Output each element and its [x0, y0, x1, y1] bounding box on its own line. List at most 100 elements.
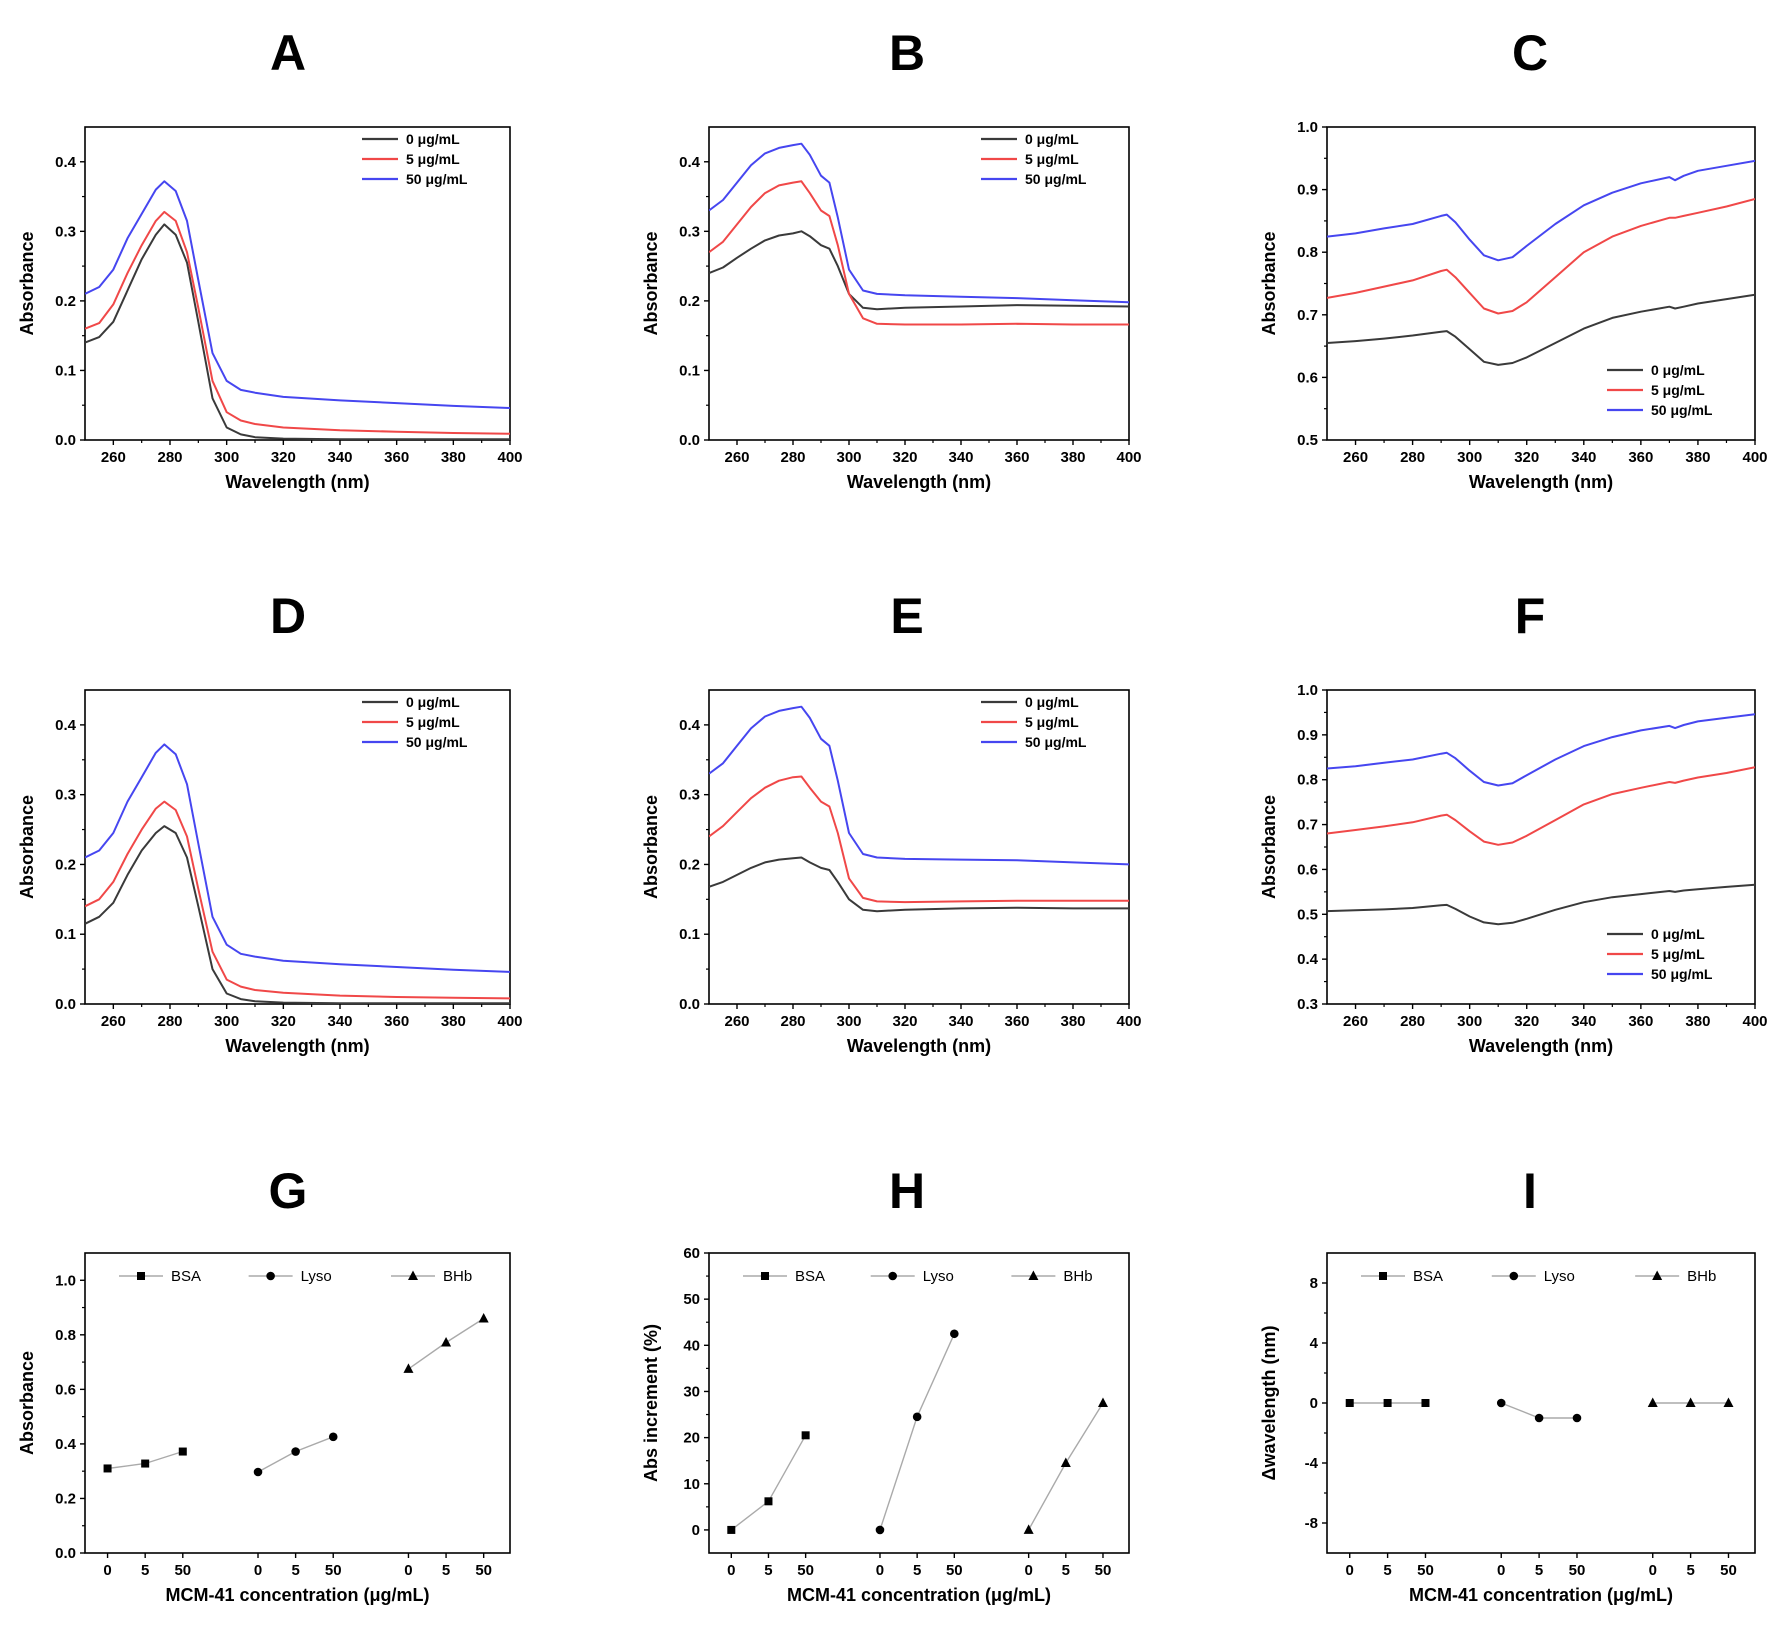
x-tick-label: 340: [948, 1013, 973, 1030]
x-axis-label: MCM-41 concentration (μg/mL): [165, 1585, 429, 1605]
x-tick-label: 360: [1628, 449, 1653, 466]
panel-label: E: [890, 588, 923, 644]
series-line-1: [85, 210, 510, 435]
x-tick-label: 5: [1686, 1562, 1694, 1579]
plot-area: [1327, 713, 1755, 926]
y-tick-label: 0.2: [55, 1490, 76, 1507]
y-axis-label: Absorbance: [1259, 231, 1279, 335]
x-tick-label: 280: [780, 1013, 805, 1030]
legend-entry: Lyso: [1544, 1268, 1575, 1285]
axes-frame: [84, 689, 511, 1005]
series-line-0: [730, 1434, 807, 1531]
y-tick-label: 0.2: [55, 856, 76, 873]
data-point: [328, 1432, 338, 1442]
legend-entry: 50 μg/mL: [1651, 966, 1713, 982]
series-line-2: [1327, 159, 1755, 262]
x-tick-label: 380: [1685, 449, 1710, 466]
x-tick-label: 320: [271, 449, 296, 466]
panel-label: H: [889, 1163, 925, 1219]
data-point: [1097, 1397, 1108, 1407]
y-tick-label: 0.6: [1297, 369, 1318, 386]
x-tick-label: 280: [157, 449, 182, 466]
panel-label: G: [269, 1163, 308, 1219]
x-axis-label: MCM-41 concentration (μg/mL): [787, 1585, 1051, 1605]
x-tick-label: 300: [1457, 449, 1482, 466]
series-line-0: [85, 825, 510, 1004]
x-tick-label: 320: [1514, 1013, 1539, 1030]
x-tick-label: 5: [442, 1562, 450, 1579]
panel-a: A 260 280 300 320 340 360 380 400 0.0 0.1 0.2 0.3 0.4…: [17, 25, 523, 492]
legend-marker: [266, 1271, 275, 1281]
x-tick-label: 0: [404, 1562, 412, 1579]
y-tick-label: 0.7: [1297, 307, 1318, 324]
x-tick-label: 360: [1628, 1013, 1653, 1030]
legend-marker: [1028, 1270, 1039, 1280]
y-tick-label: 0.4: [1297, 951, 1319, 968]
y-tick-label: 0.4: [55, 1436, 77, 1453]
x-axis-label: Wavelength (nm): [225, 472, 369, 492]
x-axis-label: Wavelength (nm): [847, 472, 991, 492]
plot-area: [1345, 1397, 1734, 1423]
y-tick-label: 0.4: [679, 154, 701, 171]
legend-entry: BHb: [1687, 1268, 1716, 1285]
data-point: [912, 1412, 922, 1422]
legend-marker: [1509, 1271, 1519, 1281]
series-line-2: [1327, 713, 1755, 787]
x-tick-label: 280: [157, 1013, 182, 1030]
x-tick-label: 360: [384, 1013, 409, 1030]
legend-entry: 5 μg/mL: [1651, 382, 1705, 398]
x-tick-label: 260: [101, 449, 126, 466]
y-tick-label: 40: [683, 1337, 700, 1354]
legend-entry: 0 μg/mL: [1025, 694, 1079, 710]
x-axis-label: MCM-41 concentration (μg/mL): [1409, 1585, 1673, 1605]
x-tick-label: 400: [1742, 1013, 1767, 1030]
y-axis-label: Absorbance: [17, 231, 37, 335]
x-tick-label: 360: [1004, 1013, 1029, 1030]
x-tick-label: 300: [214, 449, 239, 466]
y-tick-label: 0.4: [679, 717, 701, 734]
data-point: [141, 1459, 150, 1468]
data-point: [1023, 1524, 1034, 1534]
x-tick-label: 400: [497, 1013, 522, 1030]
y-tick-label: 0.9: [1297, 182, 1318, 199]
x-axis-label: Wavelength (nm): [847, 1036, 991, 1056]
legend-marker: [1379, 1272, 1387, 1280]
y-tick-label: 0.5: [1297, 432, 1318, 449]
y-tick-label: 0.2: [55, 293, 76, 310]
x-tick-label: 360: [1004, 449, 1029, 466]
data-point: [801, 1431, 810, 1440]
y-axis-label: Δwavelength (nm): [1259, 1326, 1279, 1481]
panel-d: D 260 280 300 320 340 360 380 400 0.0 0.1 0.2 0.3 0.4…: [17, 588, 523, 1056]
series-line-1: [709, 775, 1129, 904]
legend-entry: 5 μg/mL: [406, 151, 460, 167]
x-tick-label: 300: [836, 1013, 861, 1030]
data-point: [1383, 1399, 1392, 1407]
data-point: [103, 1464, 112, 1473]
panel-e: E 260 280 300 320 340 360 380 400 0.0 0.1 0.2 0.3 0.4…: [641, 588, 1142, 1056]
legend-entry: 50 μg/mL: [1025, 171, 1087, 187]
x-tick-label: 320: [892, 449, 917, 466]
x-tick-label: 320: [1514, 449, 1539, 466]
y-tick-label: 0.5: [1297, 906, 1318, 923]
legend-entry: 50 μg/mL: [406, 734, 468, 750]
y-tick-label: 4: [1310, 1335, 1319, 1352]
x-tick-label: 260: [724, 449, 749, 466]
y-tick-label: 0.0: [55, 996, 76, 1013]
x-tick-label: 0: [1346, 1562, 1354, 1579]
y-axis-label: Absorbance: [641, 795, 661, 899]
y-tick-label: 1.0: [55, 1272, 76, 1289]
plot-area: [85, 180, 510, 440]
data-point: [1060, 1457, 1071, 1467]
y-tick-label: 0.8: [1297, 244, 1318, 261]
x-tick-label: 340: [1571, 449, 1596, 466]
x-tick-label: 260: [724, 1013, 749, 1030]
y-tick-label: 1.0: [1297, 682, 1318, 699]
data-point: [875, 1525, 885, 1535]
data-point: [764, 1497, 773, 1506]
y-tick-label: 0.2: [679, 856, 700, 873]
x-tick-label: 340: [327, 449, 352, 466]
data-point: [1572, 1413, 1582, 1423]
y-tick-label: 0.6: [1297, 861, 1318, 878]
legend-marker: [408, 1270, 418, 1280]
y-tick-label: 20: [683, 1430, 700, 1447]
